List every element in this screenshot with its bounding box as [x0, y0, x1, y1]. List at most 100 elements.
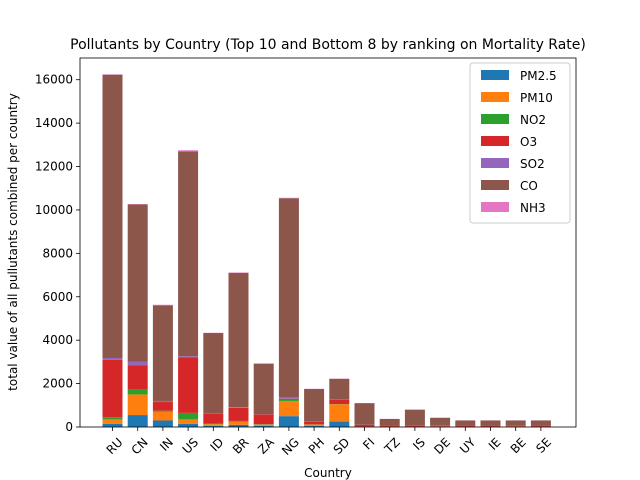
- bar-in-co: [152, 305, 173, 401]
- bar-ru-no2: [102, 417, 123, 420]
- legend-swatch-pm10: [481, 92, 509, 102]
- bar-za-co: [253, 363, 274, 415]
- legend-swatch-no2: [481, 114, 509, 124]
- y-tick-label: 0: [65, 420, 73, 434]
- x-tick-label-de: DE: [431, 435, 453, 457]
- bar-uy-o3: [455, 426, 476, 427]
- bar-cn-pm10: [127, 394, 148, 416]
- bar-za-pm25: [253, 425, 274, 427]
- plot-area-frame: [79, 57, 577, 428]
- bar-in-o3: [152, 402, 173, 411]
- bar-sd-pm25: [329, 421, 350, 427]
- bar-us-co: [178, 151, 199, 357]
- bar-id-co: [203, 333, 224, 414]
- bar-be-co: [505, 420, 526, 426]
- bar-ph-o3: [304, 421, 325, 425]
- legend-label-o3: O3: [520, 135, 537, 149]
- x-tick-label-br: BR: [230, 435, 252, 457]
- bar-ng-so2: [278, 397, 299, 399]
- y-tick-label: 16000: [35, 73, 73, 87]
- bar-sd-co: [329, 378, 350, 400]
- bar-ru-co: [102, 74, 123, 358]
- bar-in-nh3: [152, 304, 173, 306]
- bar-ng-o3: [278, 398, 299, 400]
- bar-br-o3: [228, 407, 249, 421]
- bar-br-so2: [228, 407, 249, 408]
- bar-ru-o3: [102, 359, 123, 418]
- bar-in-so2: [152, 400, 173, 403]
- bar-id-pm10: [203, 424, 224, 426]
- x-tick-label-ph: PH: [306, 435, 327, 456]
- legend-swatch-o3: [481, 136, 509, 146]
- x-tick-label-be: BE: [508, 435, 529, 456]
- x-tick-label-ru: RU: [104, 435, 126, 457]
- bar-sd-pm10: [329, 404, 350, 422]
- x-tick-label-sd: SD: [331, 435, 353, 457]
- x-tick-label-us: US: [180, 435, 202, 457]
- bar-is-o3: [404, 425, 425, 427]
- bar-cn-no2: [127, 389, 148, 395]
- bar-ph-pm10: [304, 424, 325, 426]
- legend-swatch-nh3: [481, 202, 509, 212]
- y-tick-label: 10000: [35, 203, 73, 217]
- bar-br-no2: [228, 420, 249, 422]
- bar-se-o3: [530, 426, 551, 427]
- legend-label-nh3: NH3: [520, 201, 546, 215]
- bar-cn-pm25: [127, 415, 148, 427]
- legend-label-so2: SO2: [520, 157, 545, 171]
- bar-ru-pm10: [102, 419, 123, 424]
- y-tick-label: 12000: [35, 160, 73, 174]
- legend-label-co: CO: [520, 179, 538, 193]
- y-axis-label: total value of all pullutants combined p…: [6, 93, 20, 391]
- bar-id-o3: [203, 413, 224, 424]
- bar-za-o3: [253, 414, 274, 425]
- bar-ph-co: [304, 389, 325, 422]
- bar-se-co: [530, 420, 551, 426]
- bar-tz-o3: [379, 425, 400, 427]
- bar-cn-so2: [127, 361, 148, 366]
- bar-br-co: [228, 272, 249, 408]
- bar-ie-o3: [480, 426, 501, 427]
- bar-in-pm10: [152, 411, 173, 421]
- bar-ie-co: [480, 420, 501, 426]
- bar-ng-pm25: [278, 416, 299, 427]
- x-tick-label-uy: UY: [457, 435, 479, 457]
- bar-br-pm25: [228, 424, 249, 427]
- legend-label-no2: NO2: [520, 113, 546, 127]
- bar-sd-o3: [329, 399, 350, 404]
- bar-id-pm25: [203, 425, 224, 427]
- bar-be-o3: [505, 425, 526, 427]
- bar-de-co: [430, 417, 451, 426]
- bars-group: [102, 74, 551, 427]
- x-tick-label-tz: TZ: [381, 435, 403, 457]
- x-tick-label-ng: NG: [279, 435, 302, 458]
- bar-us-nh3: [178, 150, 199, 152]
- bar-ng-pm10: [278, 400, 299, 417]
- bar-ph-pm25: [304, 425, 325, 427]
- y-tick-label: 8000: [42, 246, 73, 260]
- x-tick-label-za: ZA: [255, 435, 277, 457]
- chart-title: Pollutants by Country (Top 10 and Bottom…: [70, 37, 586, 53]
- x-tick-label-se: SE: [533, 435, 554, 456]
- bar-de-o3: [430, 425, 451, 427]
- bar-in-no2: [152, 410, 173, 412]
- x-tick-label-fi: FI: [360, 435, 377, 452]
- legend-label-pm25: PM2.5: [520, 69, 557, 83]
- bar-tz-co: [379, 418, 400, 426]
- bar-fi-o3: [354, 424, 375, 427]
- x-tick-label-in: IN: [157, 435, 176, 454]
- bar-ng-co: [278, 198, 299, 398]
- bar-us-pm10: [178, 419, 199, 424]
- bar-ng-no2: [278, 399, 299, 401]
- y-tick-label: 2000: [42, 377, 73, 391]
- x-tick-label-id: ID: [207, 435, 226, 454]
- x-axis: RU CN IN US ID BR ZA NG PH SD FI TZ IS DE UY IE BE SE: [104, 427, 554, 458]
- legend-swatch-pm25: [481, 70, 509, 80]
- bar-fi-co: [354, 403, 375, 425]
- legend-swatch-so2: [481, 158, 509, 168]
- legend: PM2.5 PM10 NO2 O3 SO2 CO NH3: [469, 62, 571, 224]
- bar-uy-co: [455, 420, 476, 426]
- x-axis-label: Country: [304, 466, 352, 480]
- bar-br-pm10: [228, 421, 249, 425]
